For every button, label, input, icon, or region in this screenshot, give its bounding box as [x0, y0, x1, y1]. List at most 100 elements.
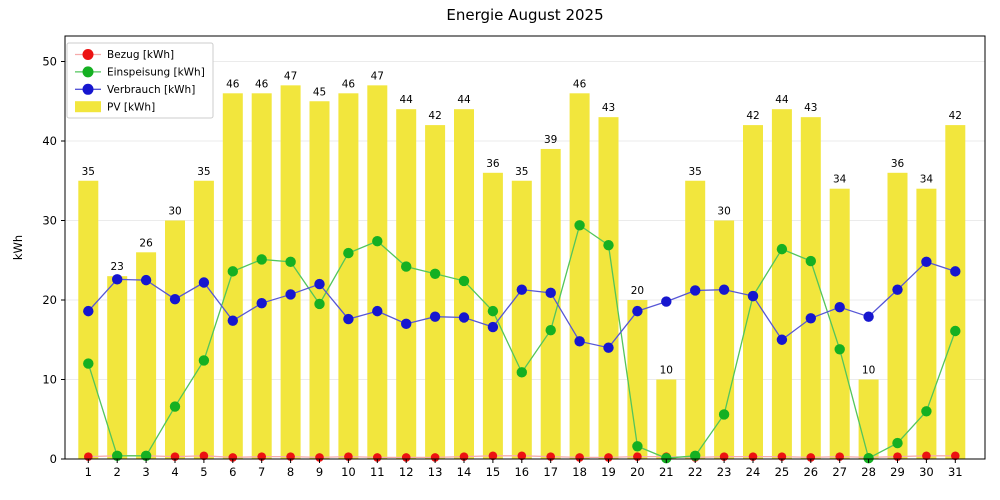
pv-bar	[829, 188, 850, 459]
data-point	[429, 311, 441, 322]
pv-bar	[540, 148, 561, 459]
bar-value-label: 43	[804, 102, 817, 114]
x-tick-label: 25	[775, 465, 790, 479]
x-tick-label: 9	[316, 465, 323, 479]
bar-value-label: 34	[920, 174, 934, 186]
data-point	[806, 453, 816, 462]
data-point	[285, 256, 296, 268]
data-point	[805, 313, 816, 324]
y-axis-label: kWh	[11, 235, 25, 260]
legend-item: Verbrauch [kWh]	[75, 83, 195, 96]
x-tick-label: 27	[832, 465, 847, 479]
verbrauch-line-series	[83, 256, 961, 353]
x-tick-label: 14	[457, 465, 472, 479]
bar-value-label: 47	[284, 70, 297, 82]
pv-bar	[251, 93, 272, 460]
data-point	[517, 451, 527, 461]
data-point	[198, 355, 210, 366]
data-point	[834, 301, 845, 313]
x-tick-label: 31	[948, 465, 963, 479]
pv-bar	[193, 180, 214, 459]
plot-border	[64, 35, 986, 460]
bar-value-label: 34	[833, 174, 847, 186]
data-point	[314, 298, 325, 310]
bar-value-label: 44	[457, 94, 471, 106]
data-point	[604, 453, 613, 462]
data-point	[950, 325, 961, 337]
bar-value-label: 36	[486, 158, 500, 170]
chart-title: Energie August 2025	[446, 6, 604, 24]
legend-item: PV [kWh]	[75, 101, 155, 113]
data-point	[632, 441, 643, 452]
bar-value-label: 46	[573, 78, 587, 90]
data-point	[458, 312, 470, 323]
pv-bar	[771, 109, 792, 459]
x-tick-label: 13	[428, 465, 443, 479]
legend-label: PV [kWh]	[107, 101, 155, 113]
bar-value-label: 36	[891, 158, 905, 170]
bar-value-label: 30	[168, 206, 181, 218]
data-point	[690, 285, 701, 296]
pv-bar	[656, 379, 677, 459]
data-point	[256, 297, 267, 309]
data-point	[921, 256, 932, 268]
y-tick-label: 50	[42, 55, 57, 69]
x-tick-label: 24	[746, 465, 761, 479]
data-point	[372, 235, 383, 247]
legend-item: Einspeisung [kWh]	[75, 66, 205, 79]
x-tick-label: 21	[659, 465, 674, 479]
data-point	[603, 342, 614, 353]
data-point	[430, 453, 440, 462]
x-tick-label: 2	[114, 465, 121, 479]
data-point	[603, 239, 614, 251]
pv-bar	[396, 109, 417, 459]
data-point	[545, 325, 556, 336]
data-point	[373, 453, 382, 462]
bar-value-label: 10	[862, 365, 875, 377]
pv-bar	[887, 172, 908, 460]
data-point	[776, 243, 788, 255]
x-tick-label: 11	[370, 465, 385, 479]
data-point	[922, 451, 931, 461]
x-tick-label: 20	[630, 465, 645, 479]
pv-bar	[569, 93, 590, 460]
bar-value-label: 42	[428, 110, 441, 122]
x-tick-label: 23	[717, 465, 732, 479]
legend-label: Verbrauch [kWh]	[107, 84, 195, 96]
bar-value-label: 30	[717, 206, 730, 218]
x-tick-label: 7	[258, 465, 265, 479]
bar-value-label: 46	[255, 78, 269, 90]
pv-bar	[136, 252, 157, 459]
data-point	[834, 344, 845, 355]
bar-value-label: 35	[689, 166, 702, 178]
bar-value-label: 26	[139, 237, 153, 249]
data-point	[892, 437, 903, 449]
pv-bar	[714, 220, 735, 459]
data-point	[372, 305, 383, 317]
data-point	[458, 275, 470, 287]
bar-value-label: 44	[775, 94, 789, 106]
bar-value-label: 20	[631, 285, 644, 297]
legend-item: Bezug [kWh]	[75, 49, 174, 61]
pv-bar	[280, 85, 301, 459]
pv-bar	[685, 180, 706, 459]
pv-bar	[945, 125, 966, 459]
x-tick-label: 17	[543, 465, 558, 479]
pv-bar	[338, 93, 359, 460]
bar-value-label: 46	[342, 78, 356, 90]
data-point	[632, 305, 643, 317]
data-point	[140, 450, 152, 462]
data-point	[718, 409, 730, 420]
pv-bar	[858, 379, 879, 459]
y-tick-label: 0	[50, 452, 57, 466]
x-tick-label: 28	[861, 465, 876, 479]
data-point	[487, 321, 499, 333]
x-tick-label: 3	[142, 465, 149, 479]
data-point	[516, 367, 527, 378]
data-point	[401, 453, 411, 462]
bar-value-label: 23	[111, 261, 124, 273]
data-point	[661, 453, 672, 464]
pv-bar	[511, 180, 532, 459]
x-tick-label: 16	[514, 465, 529, 479]
